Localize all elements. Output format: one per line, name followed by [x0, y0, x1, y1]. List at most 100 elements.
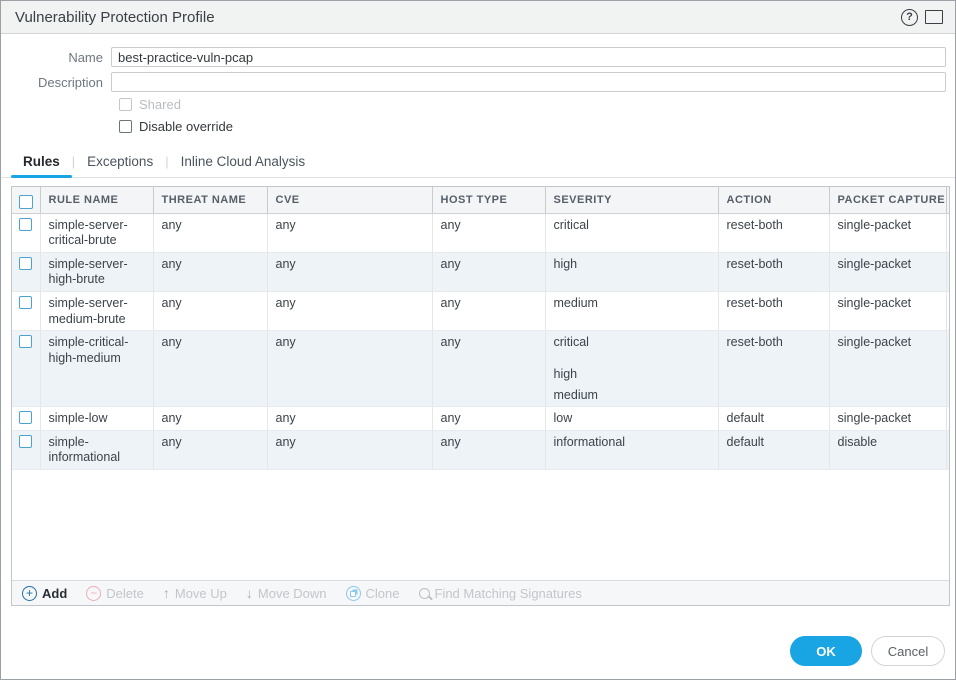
description-field[interactable] — [111, 72, 946, 92]
cell-severity: critical — [544, 213, 718, 253]
cancel-button[interactable]: Cancel — [871, 636, 945, 666]
add-icon: + — [22, 585, 37, 601]
cell-gutter — [945, 430, 949, 471]
shared-checkbox — [119, 98, 132, 111]
table-header-row: RULE NAME THREAT NAME CVE HOST TYPE SEVE… — [12, 187, 949, 214]
cell-cve: any — [266, 406, 432, 431]
profile-form: Name Description Shared Disable override — [1, 34, 955, 141]
cell-action: reset-both — [717, 213, 829, 253]
cell-rule-name: simple-informational — [39, 430, 153, 471]
window-icon[interactable] — [925, 10, 943, 24]
cell-threat-name: any — [152, 252, 267, 293]
dialog-footer: OK Cancel — [1, 606, 955, 679]
severity-value: critical — [553, 335, 589, 350]
find-matching-signatures-button[interactable]: Find Matching Signatures — [418, 586, 582, 601]
arrow-down-icon: ↓ — [245, 585, 253, 601]
name-label: Name — [68, 49, 103, 65]
severity-value: informational — [553, 434, 626, 449]
cell-cve: any — [266, 430, 432, 471]
cell-rule-name: simple-server-critical-brute — [39, 213, 153, 253]
tab-rules[interactable]: Rules — [11, 150, 72, 178]
cell-threat-name: any — [152, 330, 267, 408]
table-row[interactable]: simple-server-medium-brute any any any m… — [12, 291, 949, 332]
row-checkbox[interactable] — [19, 411, 33, 425]
row-checkbox[interactable] — [19, 256, 33, 270]
col-host-type[interactable]: HOST TYPE — [431, 187, 545, 214]
table-row[interactable]: simple-informational any any any informa… — [12, 430, 949, 471]
table-toolbar: + Add − Delete ↑ Move Up ↓ Move Down Clo… — [12, 580, 949, 605]
cell-cve: any — [266, 330, 432, 408]
cell-cve: any — [266, 291, 432, 332]
table-row[interactable]: simple-server-high-brute any any any hig… — [12, 252, 949, 293]
tab-separator: | — [71, 154, 76, 169]
delete-button[interactable]: − Delete — [86, 585, 144, 601]
col-severity[interactable]: SEVERITY — [544, 187, 718, 214]
add-button[interactable]: + Add — [22, 585, 67, 601]
row-checkbox[interactable] — [19, 217, 33, 231]
cell-action: reset-both — [717, 291, 829, 332]
move-down-button[interactable]: ↓ Move Down — [245, 585, 327, 601]
select-all-checkbox[interactable] — [18, 194, 33, 209]
cell-packet-capture: single-packet — [828, 406, 946, 431]
tab-separator: | — [165, 154, 169, 169]
cell-rule-name: simple-server-medium-brute — [39, 291, 153, 332]
table-empty-area — [12, 470, 949, 580]
cell-gutter — [945, 252, 949, 293]
cell-threat-name: any — [152, 430, 267, 471]
cell-severity: informational — [544, 430, 718, 471]
move-up-button[interactable]: ↑ Move Up — [162, 585, 227, 601]
cell-rule-name: simple-critical-high-medium — [39, 330, 153, 408]
cell-severity: medium — [544, 291, 718, 332]
cell-packet-capture: disable — [828, 430, 946, 471]
cell-gutter — [945, 330, 949, 408]
dialog-title: Vulnerability Protection Profile — [15, 8, 215, 26]
tab-exceptions[interactable]: Exceptions — [87, 154, 154, 169]
tab-inline-cloud-analysis[interactable]: Inline Cloud Analysis — [180, 154, 306, 169]
cell-host-type: any — [431, 213, 545, 253]
severity-value: medium — [553, 296, 598, 310]
row-checkbox[interactable] — [19, 434, 33, 448]
cell-packet-capture: single-packet — [828, 252, 946, 293]
clone-icon — [345, 585, 361, 601]
col-packet-capture[interactable]: PACKET CAPTURE — [828, 187, 946, 214]
arrow-up-icon: ↑ — [162, 585, 170, 601]
cell-packet-capture: single-packet — [828, 330, 946, 408]
col-gutter — [945, 187, 949, 214]
col-action[interactable]: ACTION — [717, 187, 829, 214]
row-checkbox[interactable] — [19, 296, 33, 309]
clone-button[interactable]: Clone — [345, 585, 400, 601]
cell-threat-name: any — [152, 406, 267, 431]
col-threat-name[interactable]: THREAT NAME — [152, 187, 267, 214]
title-bar: Vulnerability Protection Profile ? — [1, 1, 955, 34]
cell-host-type: any — [431, 252, 545, 293]
cell-action: default — [717, 406, 829, 431]
shared-label: Shared — [139, 97, 181, 112]
cell-host-type: any — [431, 406, 545, 431]
cell-packet-capture: single-packet — [828, 291, 946, 332]
row-checkbox[interactable] — [19, 335, 33, 349]
search-icon — [418, 587, 430, 599]
severity-value: medium — [553, 387, 598, 402]
cell-action: reset-both — [717, 252, 829, 293]
help-icon[interactable]: ? — [901, 8, 918, 26]
cell-cve: any — [266, 213, 432, 253]
cell-action: reset-both — [717, 330, 829, 408]
col-rule-name[interactable]: RULE NAME — [39, 187, 153, 214]
ok-button[interactable]: OK — [790, 636, 862, 666]
cell-severity: low — [544, 406, 718, 431]
col-cve[interactable]: CVE — [266, 187, 432, 214]
tab-bar: Rules | Exceptions | Inline Cloud Analys… — [1, 150, 955, 178]
cell-host-type: any — [431, 430, 545, 471]
table-row[interactable]: simple-server-critical-brute any any any… — [12, 213, 949, 253]
cell-severity: high — [544, 252, 718, 293]
table-row[interactable]: simple-critical-high-medium any any any … — [12, 330, 949, 408]
cell-packet-capture: single-packet — [828, 213, 946, 253]
name-field[interactable] — [111, 47, 946, 67]
cell-threat-name: any — [152, 291, 267, 332]
cell-gutter — [945, 291, 949, 332]
severity-value: high — [553, 366, 578, 381]
table-row[interactable]: simple-low any any any low default singl… — [12, 406, 949, 431]
severity-value: high — [553, 256, 578, 271]
disable-override-checkbox[interactable] — [119, 120, 132, 133]
